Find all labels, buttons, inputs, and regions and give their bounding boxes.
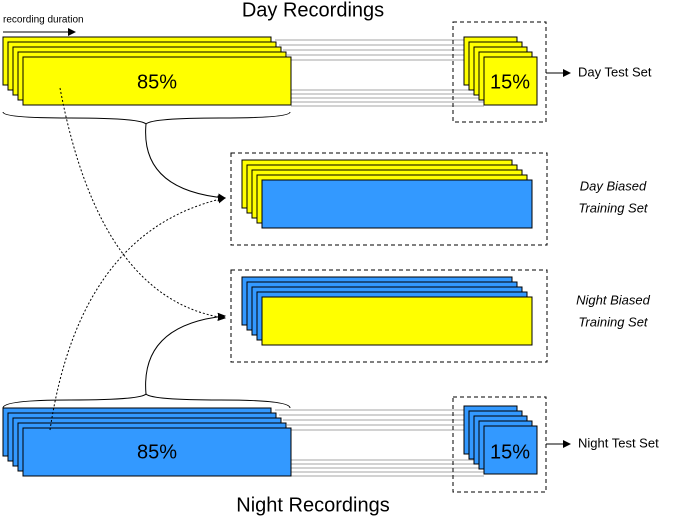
label: Day Biased [580, 178, 647, 193]
recording [261, 179, 533, 229]
brace [2, 111, 291, 125]
title: Day Recordings [242, 0, 384, 21]
training-box [230, 269, 548, 363]
label: Training Set [578, 200, 649, 215]
dotted-arrow [49, 195, 226, 431]
recording [261, 296, 533, 346]
label: Night Biased [576, 292, 650, 307]
label: Day Test Set [578, 64, 652, 79]
brace [2, 393, 291, 409]
share: 15% [490, 71, 530, 93]
curve-arrow [145, 123, 226, 202]
label: recording duration [3, 15, 84, 26]
recording [483, 56, 538, 106]
share: 85% [137, 441, 177, 463]
dotted-arrow [59, 87, 226, 321]
recording [483, 425, 538, 475]
title: Night Recordings [236, 494, 389, 516]
test-box [452, 21, 547, 123]
label: Training Set [578, 314, 649, 329]
layout [2, 36, 538, 477]
training-box [230, 152, 548, 246]
recording [22, 56, 292, 106]
share: 15% [490, 441, 530, 463]
recording [22, 427, 292, 477]
curve-arrow [145, 312, 226, 395]
share: 85% [137, 71, 177, 93]
label: Night Test Set [578, 435, 659, 450]
